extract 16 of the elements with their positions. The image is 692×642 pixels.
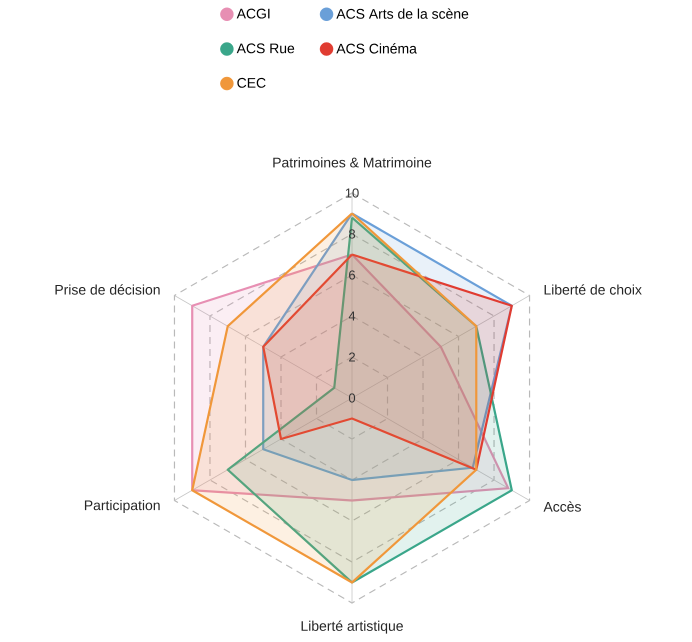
legend-label: ACS Cinéma [336, 43, 417, 54]
spoke-label: Liberté artistique [302, 620, 403, 634]
y-tick-label: 6 [349, 270, 356, 280]
y-tick-label: 10 [346, 188, 359, 198]
spoke-label: Prise de décision [55, 284, 160, 295]
spoke-label: Participation [84, 500, 160, 513]
legend-label: ACS Arts de la scène [336, 8, 468, 19]
legend-label: CEC [237, 78, 266, 88]
spoke-label: Accès [543, 501, 581, 512]
y-tick-label: 0 [348, 393, 356, 403]
spoke-label: Patrimoines & Matrimoine [273, 157, 432, 168]
spoke-label: Liberté de choix [544, 284, 642, 295]
y-tick-label: 4 [348, 312, 356, 320]
legend-label: ACGI [236, 8, 270, 19]
legend-label: ACS Rue [236, 43, 294, 54]
y-tick-label: 2 [349, 352, 355, 362]
